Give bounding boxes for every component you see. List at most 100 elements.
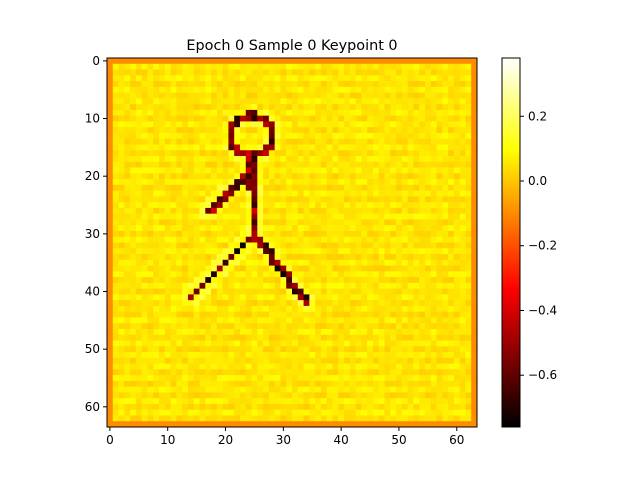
- heatmap-cell: [384, 225, 391, 232]
- heatmap-cell: [465, 392, 472, 399]
- heatmap-cell: [320, 109, 328, 117]
- heatmap-cell: [326, 421, 333, 428]
- heatmap-cell: [257, 254, 264, 261]
- heatmap-cell: [159, 346, 166, 353]
- heatmap-cell: [199, 230, 206, 238]
- heatmap-cell: [147, 225, 154, 232]
- heatmap-cell: [211, 156, 218, 163]
- heatmap-cell: [349, 92, 356, 99]
- heatmap-cell: [274, 265, 281, 272]
- heatmap-cell: [355, 346, 362, 353]
- heatmap-cell: [141, 357, 148, 364]
- colorbar-tick-label: −0.4: [528, 303, 557, 317]
- heatmap-cell: [112, 294, 119, 301]
- heatmap-cell: [465, 202, 472, 209]
- heatmap-cell: [407, 63, 414, 70]
- heatmap-cell: [320, 282, 328, 290]
- heatmap-cell: [135, 92, 143, 99]
- heatmap-cell: [280, 144, 287, 151]
- heatmap-cell: [378, 352, 385, 359]
- heatmap-cell: [176, 392, 183, 399]
- heatmap-cell: [459, 115, 466, 122]
- heatmap-cell: [118, 271, 125, 278]
- heatmap-cell: [239, 104, 247, 111]
- heatmap-cell: [361, 421, 368, 428]
- heatmap-cell: [292, 161, 299, 168]
- heatmap-cell: [344, 415, 351, 422]
- heatmap-cell: [216, 144, 224, 151]
- heatmap-cell: [205, 363, 212, 370]
- heatmap-cell: [130, 109, 137, 117]
- heatmap-cell: [430, 311, 437, 318]
- heatmap-cell: [407, 386, 414, 393]
- heatmap-cell: [286, 138, 293, 145]
- heatmap-cell: [372, 248, 380, 255]
- heatmap-cell: [413, 219, 420, 226]
- heatmap-cell: [407, 69, 414, 76]
- heatmap-cell: [442, 375, 449, 382]
- heatmap-cell: [436, 213, 443, 220]
- heatmap-cell: [453, 305, 461, 313]
- heatmap-cell: [419, 248, 426, 255]
- heatmap-cell: [390, 409, 397, 416]
- heatmap-cell: [257, 63, 264, 70]
- heatmap-cell: [401, 115, 409, 122]
- heatmap-cell: [332, 375, 339, 382]
- heatmap-cell: [361, 277, 368, 284]
- heatmap-cell: [390, 98, 397, 105]
- heatmap-cell: [471, 63, 478, 70]
- heatmap-cell: [176, 132, 183, 140]
- heatmap-cell: [187, 409, 195, 416]
- heatmap-cell: [424, 58, 432, 65]
- heatmap-cell: [182, 173, 189, 180]
- heatmap-cell: [332, 81, 339, 88]
- heatmap-cell: [118, 323, 125, 330]
- heatmap-cell: [118, 421, 125, 428]
- heatmap-cell: [263, 196, 270, 203]
- heatmap-cell: [239, 230, 247, 238]
- heatmap-cell: [245, 271, 252, 278]
- heatmap-cell: [320, 392, 328, 399]
- heatmap-cell: [309, 161, 316, 168]
- heatmap-cell: [303, 328, 310, 336]
- heatmap-cell: [170, 259, 177, 266]
- heatmap-cell: [344, 311, 351, 318]
- heatmap-cell: [332, 328, 339, 336]
- heatmap-cell: [130, 271, 137, 278]
- heatmap-cell: [280, 254, 287, 261]
- heatmap-cell: [147, 236, 154, 243]
- heatmap-cell: [297, 323, 304, 330]
- heatmap-cell: [280, 294, 287, 301]
- heatmap-cell: [251, 156, 258, 163]
- heatmap-cell: [320, 386, 328, 393]
- heatmap-cell: [442, 161, 449, 168]
- heatmap-cell: [234, 277, 241, 284]
- heatmap-cell: [107, 115, 114, 122]
- heatmap-cell: [309, 69, 316, 76]
- heatmap-cell: [442, 236, 449, 243]
- heatmap-cell: [205, 115, 212, 122]
- heatmap-cell: [216, 398, 224, 405]
- heatmap-cell: [320, 213, 328, 220]
- heatmap-cell: [292, 167, 299, 174]
- heatmap-cell: [263, 415, 270, 422]
- heatmap-cell: [344, 202, 351, 209]
- heatmap-cell: [124, 248, 131, 255]
- heatmap-cell: [367, 225, 374, 232]
- heatmap-cell: [239, 392, 247, 399]
- heatmap-cell: [367, 196, 374, 203]
- heatmap-cell: [390, 202, 397, 209]
- heatmap-cell: [332, 334, 339, 341]
- heatmap-cell: [292, 352, 299, 359]
- heatmap-cell: [130, 265, 137, 272]
- heatmap-cell: [424, 282, 432, 290]
- heatmap-cell: [112, 282, 119, 290]
- heatmap-cell: [245, 150, 252, 157]
- heatmap-cell: [187, 415, 195, 422]
- heatmap-cell: [147, 305, 154, 313]
- heatmap-cell: [384, 357, 391, 364]
- heatmap-cell: [280, 323, 287, 330]
- heatmap-cell: [124, 317, 131, 324]
- heatmap-cell: [361, 196, 368, 203]
- colorbar-tick-label: 0.0: [528, 174, 547, 188]
